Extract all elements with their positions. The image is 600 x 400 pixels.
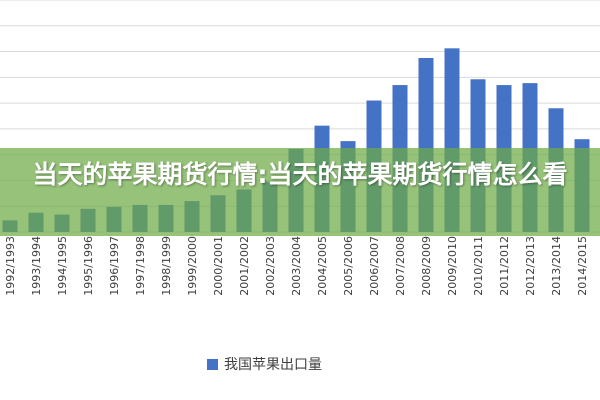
x-tick-label: 2011/2012 — [498, 236, 511, 296]
x-tick-label: 2002/2003 — [264, 236, 277, 296]
x-tick-label: 2006/2007 — [368, 236, 381, 296]
overlay-banner — [0, 148, 600, 236]
legend: 我国苹果出口量 — [207, 354, 322, 374]
x-tick-label: 1995/1996 — [82, 236, 95, 296]
x-tick-label: 2005/2006 — [342, 236, 355, 296]
x-tick-label: 2009/2010 — [446, 236, 459, 296]
x-tick-label: 2003/2004 — [290, 236, 303, 296]
x-tick-label: 2010/2011 — [472, 236, 485, 296]
x-tick-label: 1996/1997 — [108, 236, 121, 296]
overlay-title: 当天的苹果期货行情:当天的苹果期货行情怎么看 — [32, 160, 568, 189]
x-tick-labels: 1992/1993 1993/1994 1994/1995 1995/1996 1996… — [4, 236, 589, 296]
x-tick-label: 2000/2001 — [212, 236, 225, 296]
x-tick-label: 1992/1993 — [4, 236, 17, 296]
x-tick-label: 2001/2002 — [238, 236, 251, 296]
x-tick-label: 1994/1995 — [56, 236, 69, 296]
x-tick-label: 1993/1994 — [30, 236, 43, 296]
legend-swatch — [207, 358, 218, 370]
x-tick-label: 2004/2005 — [316, 236, 329, 296]
x-tick-label: 2013/2014 — [550, 236, 563, 296]
x-tick-label: 1998/1999 — [160, 236, 173, 296]
x-tick-label: 2008/2009 — [420, 236, 433, 296]
legend-label: 我国苹果出口量 — [224, 357, 322, 373]
x-tick-label: 2007/2008 — [394, 236, 407, 296]
x-tick-label: 1999/2000 — [186, 236, 199, 296]
x-tick-label: 2012/2013 — [524, 236, 537, 296]
x-tick-label: 1997/1998 — [134, 236, 147, 296]
x-tick-label: 2014/2015 — [576, 236, 589, 296]
